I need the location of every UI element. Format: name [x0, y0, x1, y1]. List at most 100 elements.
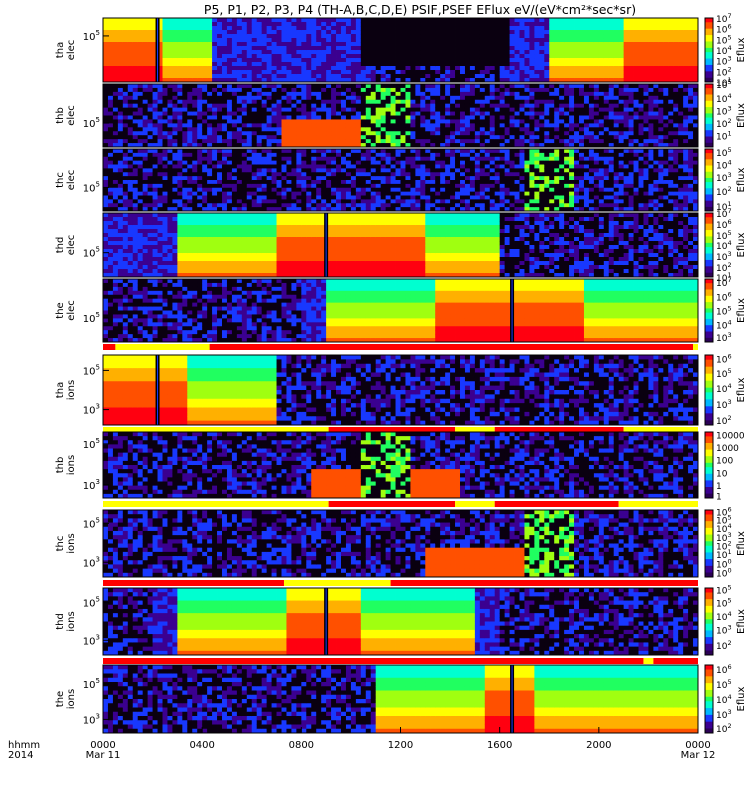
spectrogram-cell: [207, 66, 212, 70]
spectrogram-cell: [524, 74, 529, 78]
spectrogram-cell: [222, 127, 227, 131]
spectrogram-cell: [678, 131, 683, 135]
spectrogram-cell: [182, 188, 187, 192]
spectrogram-cell: [475, 123, 480, 127]
spectrogram-cell: [346, 165, 351, 169]
spectrogram-cell: [282, 161, 287, 165]
spectrogram-cell: [282, 135, 287, 139]
spectrogram-cell: [182, 104, 187, 108]
spectrogram-cell: [455, 84, 460, 88]
spectrogram-cell: [197, 119, 202, 123]
spectrogram-cell: [232, 165, 237, 169]
spectrogram-cell: [440, 18, 445, 22]
spectrogram-cell: [272, 22, 277, 26]
spectrogram-cell: [415, 192, 420, 196]
spectrogram-cell: [158, 176, 163, 180]
spectrogram-cell: [609, 34, 614, 38]
spectrogram-cell: [118, 188, 123, 192]
spectrogram-cell: [361, 157, 366, 161]
spectrogram-cell: [182, 66, 187, 70]
spectrogram-cell: [222, 203, 227, 207]
spectrogram-cell: [331, 46, 336, 50]
spectrogram-cell: [212, 34, 217, 38]
spectrogram-cell: [415, 50, 420, 54]
spectrogram-cell: [257, 157, 262, 161]
spectrogram-cell: [564, 42, 569, 46]
spectrogram-cell: [346, 58, 351, 62]
spectrogram-cell: [371, 104, 376, 108]
spectrogram-cell: [202, 149, 207, 153]
spectrogram-cell: [435, 54, 440, 58]
spectrogram-cell: [197, 184, 202, 188]
spectrogram-cell: [460, 88, 465, 92]
spectrogram-cell: [594, 131, 599, 135]
spectrogram-cell: [634, 127, 639, 131]
spectrogram-cell: [177, 74, 182, 78]
spectrogram-cell: [262, 127, 267, 131]
spectrogram-cell: [351, 100, 356, 104]
spectrogram-cell: [336, 192, 341, 196]
spectrogram-cell: [306, 149, 311, 153]
spectrogram-cell: [167, 119, 172, 123]
spectrogram-cell: [534, 112, 539, 116]
spectrogram-cell: [544, 139, 549, 143]
spectrogram-cell: [559, 84, 564, 88]
spectrogram-cell: [643, 58, 648, 62]
spectrogram-cell: [405, 62, 410, 66]
spectrogram-cell: [663, 30, 668, 34]
spectrogram-cell: [515, 131, 520, 135]
spectrogram-cell: [678, 70, 683, 74]
spectrogram-cell: [371, 70, 376, 74]
spectrogram-cell: [425, 176, 430, 180]
spectrogram-cell: [257, 26, 262, 30]
spectrogram-cell: [291, 26, 296, 30]
spectrogram-cell: [361, 168, 366, 172]
spectrogram-cell: [351, 161, 356, 165]
spectrogram-cell: [559, 119, 564, 123]
spectrogram-cell: [569, 104, 574, 108]
spectrogram-cell: [534, 38, 539, 42]
spectrogram-cell: [133, 180, 138, 184]
spectrogram-cell: [639, 38, 644, 42]
spectrogram-cell: [286, 176, 291, 180]
spectrogram-cell: [396, 88, 401, 92]
spectrogram-cell: [594, 116, 599, 120]
spectrogram-cell: [301, 139, 306, 143]
spectrogram-cell: [118, 116, 123, 120]
spectrogram-cell: [143, 161, 148, 165]
spectrogram-cell: [187, 100, 192, 104]
spectrogram-cell: [401, 153, 406, 157]
spectrogram-cell: [356, 50, 361, 54]
spectrogram-cell: [544, 127, 549, 131]
spectrogram-cell: [163, 127, 168, 131]
spectrogram-cell: [683, 96, 688, 100]
spectrogram-cell: [346, 38, 351, 42]
spectrogram-cell: [445, 119, 450, 123]
spectrogram-cell: [371, 157, 376, 161]
spectrogram-cell: [410, 176, 415, 180]
spectrogram-cell: [301, 119, 306, 123]
spectrogram-cell: [440, 88, 445, 92]
spectrogram-cell: [182, 108, 187, 112]
spectrogram-cell: [391, 196, 396, 200]
spectrogram-cell: [267, 30, 272, 34]
spectrogram-cell: [177, 54, 182, 58]
spectrogram-cell: [331, 180, 336, 184]
spectrogram-cell: [683, 34, 688, 38]
spectrogram-cell: [490, 58, 495, 62]
spectrogram-cell: [306, 196, 311, 200]
spectrogram-cell: [520, 96, 525, 100]
spectrogram-cell: [401, 70, 406, 74]
spectrogram-cell: [584, 100, 589, 104]
spectrogram-cell: [401, 157, 406, 161]
spectrogram-cell: [480, 66, 485, 70]
spectrogram-cell: [133, 70, 138, 74]
spectrogram-cell: [663, 42, 668, 46]
spectrogram-cell: [123, 108, 128, 112]
spectrogram-cell: [133, 116, 138, 120]
spectrogram-cell: [361, 22, 366, 26]
spectrogram-cell: [594, 100, 599, 104]
spectrogram-cell: [267, 165, 272, 169]
spectrogram-cell: [172, 139, 177, 143]
spectrogram-cell: [202, 184, 207, 188]
